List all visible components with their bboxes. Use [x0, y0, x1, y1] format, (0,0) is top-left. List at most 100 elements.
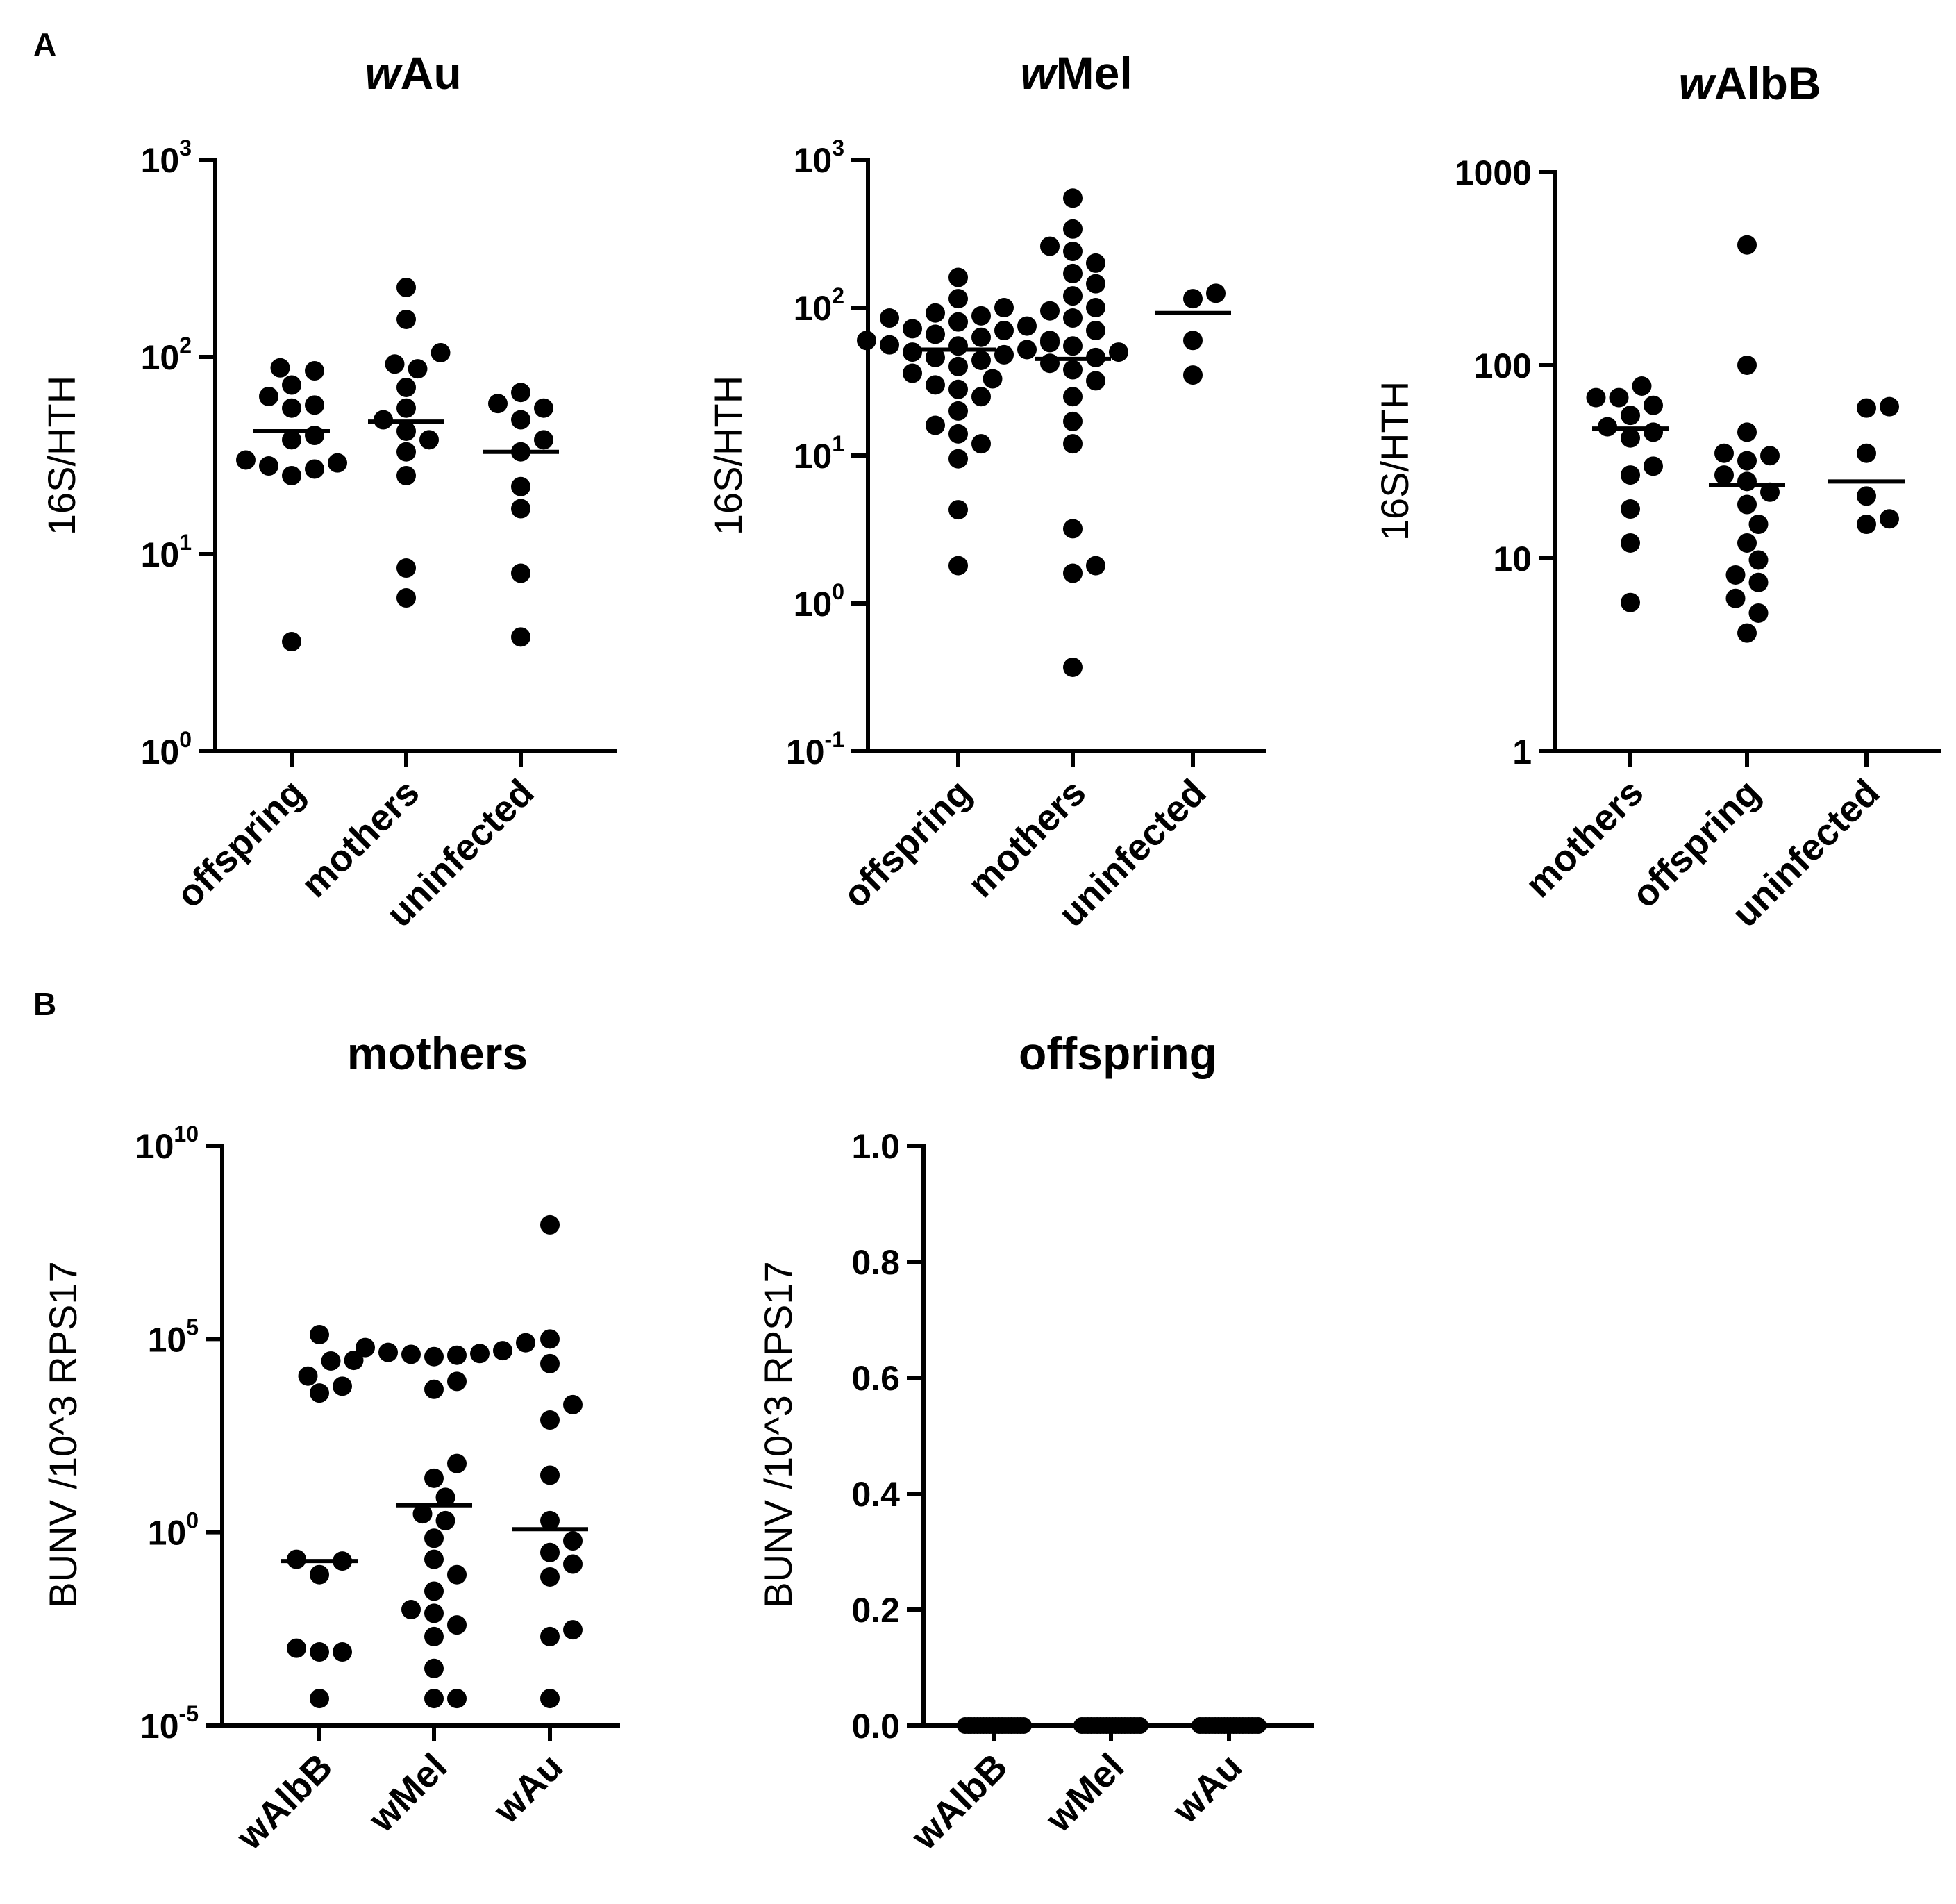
y-axis-label: 16S/HTH: [706, 376, 750, 535]
data-point: [1737, 533, 1757, 553]
data-point: [1040, 236, 1060, 256]
y-axis-label: 16S/HTH: [1373, 381, 1416, 541]
y-tick-exponent: 1: [179, 530, 192, 555]
data-point: [282, 632, 301, 652]
y-tick-label: 100: [148, 1508, 199, 1553]
data-point: [511, 563, 530, 583]
y-tick-label: 102: [794, 283, 844, 328]
y-tick-exponent: 0: [186, 1508, 199, 1533]
data-point: [948, 312, 968, 332]
data-point: [1183, 331, 1203, 351]
data-point: [1714, 465, 1734, 485]
y-tick-base: 10: [141, 535, 180, 574]
y-tick-exponent: -5: [179, 1701, 199, 1726]
data-point: [563, 1554, 583, 1574]
x-tick-label: wAlbB: [228, 1746, 341, 1858]
y-tick-label: 0.6: [851, 1359, 900, 1398]
chart-title-italic: w: [1020, 47, 1058, 99]
y-tick-base: 10: [794, 141, 833, 180]
y-tick-base: 10: [141, 141, 180, 180]
data-point: [511, 627, 530, 647]
data-point: [305, 426, 324, 446]
data-point: [971, 434, 991, 454]
data-point: [259, 456, 278, 476]
data-point: [1086, 274, 1105, 294]
data-point: [298, 1366, 318, 1386]
data-point: [396, 442, 416, 462]
data-point: [903, 363, 922, 383]
data-point: [328, 453, 347, 473]
data-point: [344, 1351, 364, 1371]
data-point: [305, 395, 324, 415]
data-point: [1748, 515, 1769, 535]
data-point: [1857, 398, 1876, 418]
data-point: [282, 398, 301, 418]
y-tick-label: 101: [141, 530, 192, 574]
chart-title-italic: w: [1678, 58, 1716, 109]
y-tick-base: 10: [141, 338, 180, 377]
data-point: [1737, 356, 1757, 375]
data-point: [1748, 572, 1769, 592]
data-point: [287, 1638, 306, 1658]
chart-title: wAlbB: [1678, 58, 1821, 109]
data-point: [540, 1626, 560, 1646]
data-point: [563, 1531, 583, 1551]
data-point: [1857, 486, 1876, 506]
data-point: [534, 398, 553, 418]
y-tick-exponent: 3: [179, 135, 192, 160]
y-tick-label: 102: [141, 333, 192, 377]
data-point: [447, 1371, 467, 1392]
data-point: [926, 375, 945, 395]
data-point: [903, 342, 922, 362]
data-point: [396, 398, 416, 418]
data-point: [540, 1214, 560, 1235]
data-point: [396, 588, 416, 608]
data-point: [1621, 428, 1640, 448]
data-point: [1748, 550, 1769, 570]
data-point: [1725, 588, 1746, 608]
y-tick-exponent: 1: [832, 431, 844, 456]
data-point: [1621, 499, 1640, 519]
data-point: [948, 289, 968, 309]
data-point: [1632, 376, 1652, 396]
data-point: [282, 375, 301, 395]
data-point: [282, 430, 301, 450]
data-point: [1621, 533, 1640, 553]
data-point: [424, 1346, 444, 1367]
data-point: [516, 1333, 535, 1353]
data-point: [236, 450, 256, 470]
data-point: [1725, 565, 1746, 585]
data-point: [540, 1329, 560, 1349]
data-point: [1586, 387, 1606, 408]
data-point: [282, 465, 301, 485]
data-point: [948, 424, 968, 444]
data-point: [880, 335, 899, 355]
data-point: [424, 1468, 444, 1488]
x-tick-label: wMel: [1037, 1746, 1132, 1840]
data-point: [511, 476, 530, 496]
data-point: [1644, 395, 1663, 415]
data-point: [563, 1620, 583, 1640]
data-point: [511, 410, 530, 430]
data-point: [396, 421, 416, 441]
data-point: [396, 377, 416, 397]
y-tick-exponent: 2: [179, 333, 192, 358]
data-point: [1086, 298, 1105, 317]
data-point: [880, 308, 899, 328]
y-tick-label: 105: [148, 1314, 199, 1359]
data-point: [1063, 411, 1083, 431]
data-point: [424, 1658, 444, 1678]
panel-label-a: A: [33, 26, 56, 62]
y-tick-label: 1.0: [851, 1127, 900, 1166]
data-point: [857, 331, 876, 351]
data-point: [983, 369, 1003, 389]
data-point: [1109, 342, 1128, 362]
data-point: [948, 356, 968, 376]
data-point: [401, 1600, 421, 1619]
x-tick-label: wAu: [1164, 1746, 1251, 1832]
data-point: [1880, 509, 1899, 529]
y-tick-base: 10: [140, 1707, 179, 1746]
data-point: [310, 1383, 329, 1403]
data-point: [540, 1567, 560, 1587]
data-point: [424, 1603, 444, 1623]
